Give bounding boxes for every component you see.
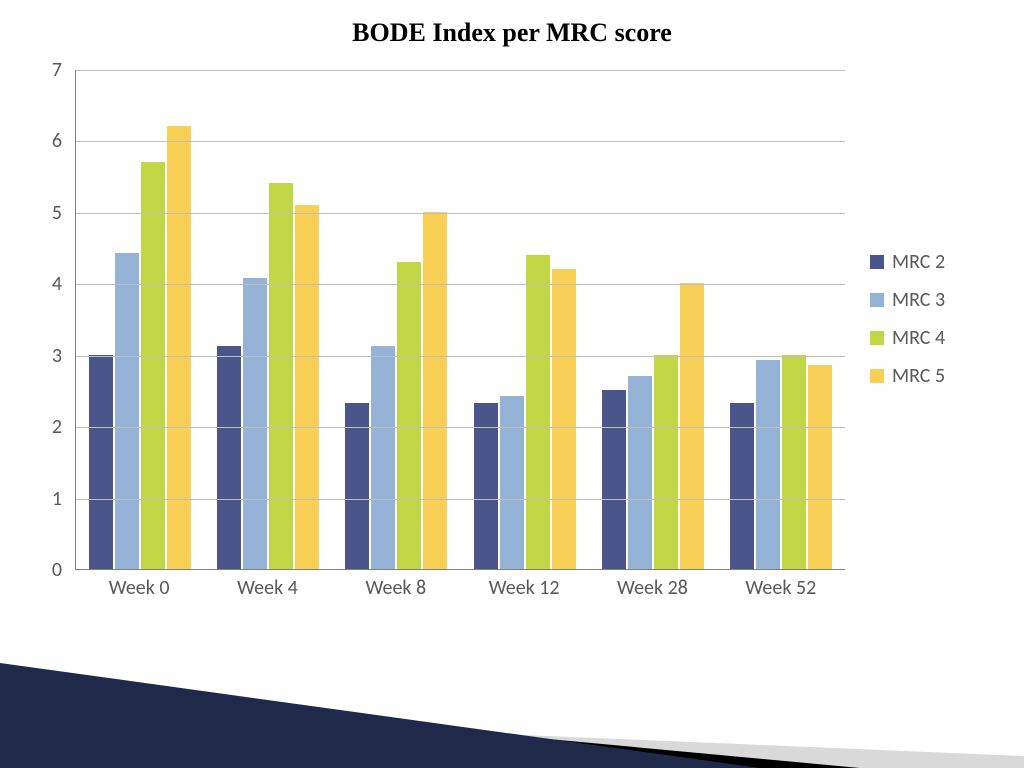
bar (474, 403, 498, 569)
bar-group (589, 70, 717, 569)
x-tick-label: Week 52 (717, 576, 845, 600)
legend-item: MRC 3 (870, 288, 990, 312)
legend-label: MRC 3 (892, 288, 945, 312)
bar (269, 183, 293, 569)
bar (500, 396, 524, 569)
legend-item: MRC 4 (870, 326, 990, 350)
legend-swatch (870, 331, 884, 345)
x-tick-label: Week 28 (588, 576, 716, 600)
bar (654, 355, 678, 569)
legend: MRC 2 MRC 3 MRC 4 MRC 5 (870, 250, 990, 402)
y-axis: 01234567 (20, 70, 70, 570)
bar (115, 253, 139, 569)
legend-label: MRC 2 (892, 250, 945, 274)
bar (89, 355, 113, 569)
bar (243, 278, 267, 569)
y-tick-label: 3 (22, 344, 62, 368)
chart: 01234567 Week 0Week 4Week 8Week 12Week 2… (20, 70, 1000, 630)
bar (552, 269, 576, 569)
bar (782, 355, 806, 569)
bar (680, 283, 704, 569)
legend-swatch (870, 293, 884, 307)
x-tick-label: Week 0 (75, 576, 203, 600)
x-tick-label: Week 8 (332, 576, 460, 600)
bar (756, 360, 780, 569)
gridline (76, 356, 845, 357)
plot-area (75, 70, 845, 570)
bar (371, 346, 395, 569)
y-tick-label: 6 (22, 129, 62, 153)
y-tick-label: 2 (22, 415, 62, 439)
legend-item: MRC 2 (870, 250, 990, 274)
bar (217, 346, 241, 569)
bar (423, 212, 447, 569)
bar-groups (76, 70, 845, 569)
bar (808, 365, 832, 569)
bar (602, 390, 626, 569)
legend-swatch (870, 369, 884, 383)
bar (345, 403, 369, 569)
x-tick-label: Week 4 (203, 576, 331, 600)
bar (730, 403, 754, 569)
y-tick-label: 4 (22, 272, 62, 296)
gridline (76, 70, 845, 71)
bar (141, 162, 165, 569)
y-tick-label: 0 (22, 558, 62, 582)
bar (167, 126, 191, 569)
gridline (76, 213, 845, 214)
decorative-wedge (0, 628, 1024, 768)
bar (397, 262, 421, 569)
bar-group (204, 70, 332, 569)
legend-label: MRC 4 (892, 326, 945, 350)
bar (295, 205, 319, 569)
legend-swatch (870, 255, 884, 269)
x-tick-label: Week 12 (460, 576, 588, 600)
gridline (76, 284, 845, 285)
bar-group (76, 70, 204, 569)
chart-title: BODE Index per MRC score (0, 18, 1024, 48)
legend-label: MRC 5 (892, 364, 945, 388)
bar-group (332, 70, 460, 569)
y-tick-label: 1 (22, 487, 62, 511)
y-tick-label: 5 (22, 201, 62, 225)
gridline (76, 427, 845, 428)
gridline (76, 499, 845, 500)
bar (628, 376, 652, 569)
gridline (76, 141, 845, 142)
bar-group (461, 70, 589, 569)
x-axis-labels: Week 0Week 4Week 8Week 12Week 28Week 52 (75, 576, 845, 600)
legend-item: MRC 5 (870, 364, 990, 388)
y-tick-label: 7 (22, 58, 62, 82)
bar (526, 255, 550, 569)
bar-group (717, 70, 845, 569)
